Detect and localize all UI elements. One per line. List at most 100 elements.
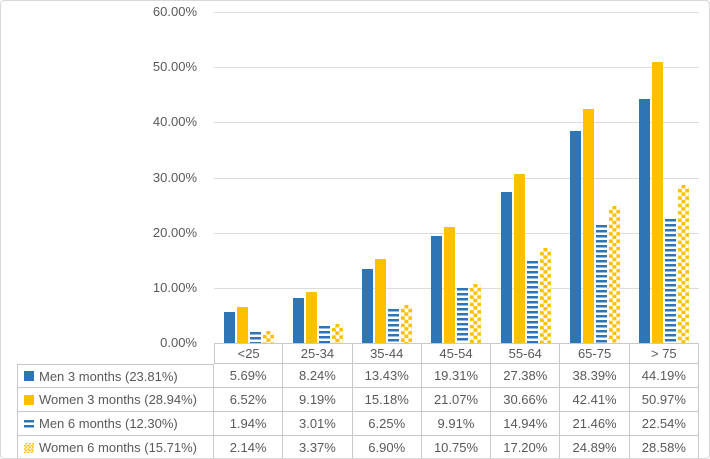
value-cell: 8.24% — [283, 364, 353, 388]
bar — [539, 248, 551, 343]
value-cell: 21.07% — [421, 388, 492, 412]
bar — [570, 131, 582, 343]
bar — [444, 227, 456, 343]
bar — [609, 206, 621, 343]
bar — [678, 185, 690, 343]
category-header-cell: 35-44 — [352, 343, 422, 364]
legend-cell: Men 6 months (12.30%) — [17, 412, 214, 436]
table-header-row: <25 25-34 35-44 45-54 55-64 65-75 > 75 — [17, 343, 699, 364]
category-header-cell: 55-64 — [491, 343, 561, 364]
bar — [362, 269, 374, 343]
value-cell: 27.38% — [491, 364, 561, 388]
value-cell: 19.31% — [421, 364, 492, 388]
bar — [526, 261, 538, 343]
bar — [431, 236, 443, 343]
legend-label: Women 3 months (28.94%) — [39, 392, 197, 407]
legend-label: Men 6 months (12.30%) — [39, 416, 178, 431]
data-table: <25 25-34 35-44 45-54 55-64 65-75 > 75 Men 3 mo… — [17, 343, 699, 458]
bar — [652, 62, 664, 343]
corner-cell — [17, 343, 214, 364]
legend-label: Men 3 months (23.81%) — [39, 368, 178, 384]
y-axis-tick: 20.00% — [152, 225, 197, 240]
category-header-cell: <25 — [214, 343, 284, 364]
gridline — [214, 12, 699, 13]
bar — [223, 312, 235, 343]
bar-group — [214, 12, 283, 343]
value-cell: 42.41% — [560, 388, 630, 412]
value-cell: 10.75% — [422, 436, 492, 458]
bar — [375, 259, 387, 343]
bar-group — [491, 12, 560, 343]
bar — [500, 192, 512, 343]
plot-area — [214, 12, 699, 343]
y-axis-tick: 30.00% — [152, 170, 197, 185]
legend-cell: Men 3 months (23.81%) — [17, 364, 214, 388]
table-row: Men 3 months (23.81%) 5.69% 8.24% 13.43% 19.… — [17, 364, 699, 388]
bar — [249, 332, 261, 343]
value-cell: 38.39% — [560, 364, 630, 388]
y-axis-tick: 0.00% — [160, 335, 197, 350]
table-row: Women 6 months (15.71%) 2.14% 3.37% 6.90% 10… — [17, 436, 699, 458]
value-cell: 6.25% — [352, 412, 422, 436]
value-cell: 9.91% — [421, 412, 492, 436]
bar — [262, 331, 274, 343]
bar — [388, 309, 400, 343]
value-cell: 15.18% — [352, 388, 422, 412]
gridline — [214, 67, 699, 68]
value-cell: 3.37% — [283, 436, 353, 458]
category-header-cell: 45-54 — [421, 343, 492, 364]
gridline — [214, 288, 699, 289]
category-header-cell: 65-75 — [560, 343, 630, 364]
value-cell: 44.19% — [629, 364, 699, 388]
table-row: Men 6 months (12.30%) 1.94% 3.01% 6.25% 9.91… — [17, 412, 699, 436]
gridline — [214, 178, 699, 179]
gridline — [214, 233, 699, 234]
legend-cell: Women 3 months (28.94%) — [17, 388, 214, 412]
y-axis-tick: 60.00% — [152, 4, 197, 19]
category-header-cell: 25-34 — [283, 343, 353, 364]
bar — [292, 298, 304, 343]
bar — [639, 99, 651, 343]
bar — [583, 109, 595, 343]
bar — [236, 307, 248, 343]
bar — [457, 288, 469, 343]
legend-swatch-checker — [24, 442, 34, 453]
value-cell: 17.20% — [491, 436, 561, 458]
bar — [318, 326, 330, 343]
value-cell: 5.69% — [214, 364, 284, 388]
legend-swatch-hstripe — [24, 419, 34, 428]
value-cell: 24.89% — [560, 436, 630, 458]
legend-cell: Women 6 months (15.71%) — [17, 436, 214, 458]
bar-group — [630, 12, 699, 343]
legend-swatch-solid — [24, 371, 34, 381]
bar — [665, 219, 677, 343]
bar — [513, 174, 525, 343]
bar-group — [422, 12, 491, 343]
value-cell: 14.94% — [491, 412, 561, 436]
category-header-cell: > 75 — [629, 343, 699, 364]
value-cell: 9.19% — [283, 388, 353, 412]
y-axis-tick: 50.00% — [152, 59, 197, 74]
bar — [470, 284, 482, 343]
bar-group — [353, 12, 422, 343]
value-cell: 22.54% — [629, 412, 699, 436]
bar — [305, 292, 317, 343]
bar — [401, 305, 413, 343]
value-cell: 1.94% — [214, 412, 284, 436]
bar — [331, 324, 343, 343]
table-row: Women 3 months (28.94%) 6.52% 9.19% 15.18% 2… — [17, 388, 699, 412]
y-axis-tick: 40.00% — [152, 114, 197, 129]
value-cell: 6.52% — [214, 388, 284, 412]
value-cell: 21.46% — [560, 412, 630, 436]
bar — [596, 225, 608, 343]
value-cell: 13.43% — [352, 364, 422, 388]
gridline — [214, 122, 699, 123]
legend-swatch-solid — [24, 394, 34, 405]
value-cell: 50.97% — [629, 388, 699, 412]
bar-group — [283, 12, 352, 343]
value-cell: 28.58% — [630, 436, 699, 458]
value-cell: 3.01% — [283, 412, 353, 436]
y-axis-tick: 10.00% — [152, 280, 197, 295]
legend-label: Women 6 months (15.71%) — [39, 440, 197, 455]
